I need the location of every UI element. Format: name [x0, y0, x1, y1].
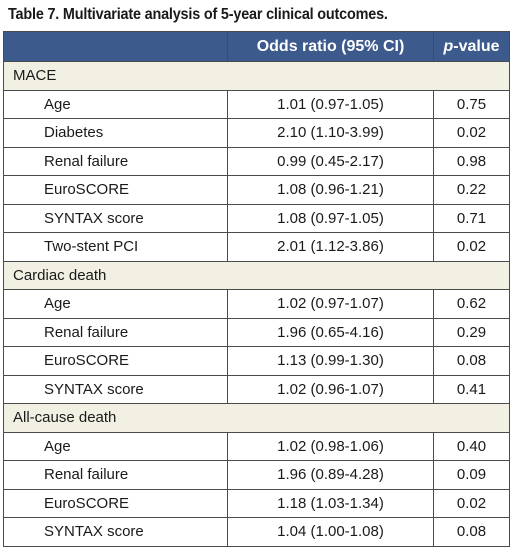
p-value-cell: 0.02	[433, 118, 510, 148]
row-label: EuroSCORE	[3, 346, 228, 376]
p-value-cell: 0.08	[433, 346, 510, 376]
odds-ratio-cell: 1.08 (0.96-1.21)	[227, 175, 434, 205]
row-label: SYNTAX score	[3, 203, 228, 233]
p-value-cell: 0.22	[433, 175, 510, 205]
odds-ratio-cell: 2.01 (1.12-3.86)	[227, 232, 434, 262]
row-label: EuroSCORE	[3, 175, 228, 205]
header-p-italic: p	[443, 37, 454, 55]
table-row: Age 1.02 (0.97-1.07) 0.62	[3, 289, 510, 319]
row-label: SYNTAX score	[3, 517, 228, 547]
odds-ratio-cell: 1.96 (0.89-4.28)	[227, 460, 434, 490]
table-row: Age 1.02 (0.98-1.06) 0.40	[3, 431, 510, 461]
p-value-cell: 0.02	[433, 232, 510, 262]
table-row: EuroSCORE 1.18 (1.03-1.34) 0.02	[3, 488, 510, 518]
p-value-cell: 0.08	[433, 517, 510, 547]
p-value-cell: 0.40	[433, 431, 510, 461]
table-caption: Table 7. Multivariate analysis of 5-year…	[8, 6, 388, 23]
row-label: Age	[3, 89, 228, 119]
group-row: Cardiac death	[3, 260, 510, 290]
table-row: Age 1.01 (0.97-1.05) 0.75	[3, 89, 510, 119]
odds-ratio-cell: 1.02 (0.97-1.07)	[227, 289, 434, 319]
odds-ratio-cell: 1.01 (0.97-1.05)	[227, 89, 434, 119]
table-row: Renal failure 1.96 (0.65-4.16) 0.29	[3, 317, 510, 347]
odds-ratio-cell: 1.02 (0.96-1.07)	[227, 374, 434, 404]
row-label: Renal failure	[3, 146, 228, 176]
group-row: All-cause death	[3, 403, 510, 433]
row-label: Age	[3, 431, 228, 461]
header-p-rest: -value	[453, 37, 500, 55]
p-value-cell: 0.75	[433, 89, 510, 119]
group-label: MACE	[3, 61, 510, 91]
table-row: SYNTAX score 1.02 (0.96-1.07) 0.41	[3, 374, 510, 404]
header-variable	[3, 31, 228, 62]
p-value-cell: 0.71	[433, 203, 510, 233]
header-odds-ratio: Odds ratio (95% CI)	[227, 31, 434, 62]
table-row: Renal failure 0.99 (0.45-2.17) 0.98	[3, 146, 510, 176]
odds-ratio-cell: 2.10 (1.10-3.99)	[227, 118, 434, 148]
p-value-cell: 0.02	[433, 488, 510, 518]
odds-ratio-cell: 1.04 (1.00-1.08)	[227, 517, 434, 547]
row-label: EuroSCORE	[3, 488, 228, 518]
odds-ratio-cell: 1.08 (0.97-1.05)	[227, 203, 434, 233]
outcomes-table: Odds ratio (95% CI) p-value MACE Age 1.01 …	[3, 31, 510, 547]
table-row: SYNTAX score 1.08 (0.97-1.05) 0.71	[3, 203, 510, 233]
table-row: EuroSCORE 1.08 (0.96-1.21) 0.22	[3, 175, 510, 205]
odds-ratio-cell: 1.18 (1.03-1.34)	[227, 488, 434, 518]
row-label: Renal failure	[3, 460, 228, 490]
p-value-cell: 0.41	[433, 374, 510, 404]
odds-ratio-cell: 1.02 (0.98-1.06)	[227, 431, 434, 461]
group-row: MACE	[3, 61, 510, 91]
p-value-cell: 0.29	[433, 317, 510, 347]
p-value-cell: 0.09	[433, 460, 510, 490]
header-p-value: p-value	[433, 31, 510, 62]
row-label: Two-stent PCI	[3, 232, 228, 262]
table-row: Diabetes 2.10 (1.10-3.99) 0.02	[3, 118, 510, 148]
table-row: Renal failure 1.96 (0.89-4.28) 0.09	[3, 460, 510, 490]
odds-ratio-cell: 1.96 (0.65-4.16)	[227, 317, 434, 347]
table-row: EuroSCORE 1.13 (0.99-1.30) 0.08	[3, 346, 510, 376]
row-label: Diabetes	[3, 118, 228, 148]
row-label: SYNTAX score	[3, 374, 228, 404]
table-row: SYNTAX score 1.04 (1.00-1.08) 0.08	[3, 517, 510, 547]
group-label: Cardiac death	[3, 260, 510, 290]
odds-ratio-cell: 0.99 (0.45-2.17)	[227, 146, 434, 176]
row-label: Renal failure	[3, 317, 228, 347]
p-value-cell: 0.62	[433, 289, 510, 319]
table-header-row: Odds ratio (95% CI) p-value	[3, 31, 510, 62]
row-label: Age	[3, 289, 228, 319]
odds-ratio-cell: 1.13 (0.99-1.30)	[227, 346, 434, 376]
table-body: MACE Age 1.01 (0.97-1.05) 0.75 Diabetes 2.10 …	[3, 61, 510, 547]
group-label: All-cause death	[3, 403, 510, 433]
table-row: Two-stent PCI 2.01 (1.12-3.86) 0.02	[3, 232, 510, 262]
p-value-cell: 0.98	[433, 146, 510, 176]
